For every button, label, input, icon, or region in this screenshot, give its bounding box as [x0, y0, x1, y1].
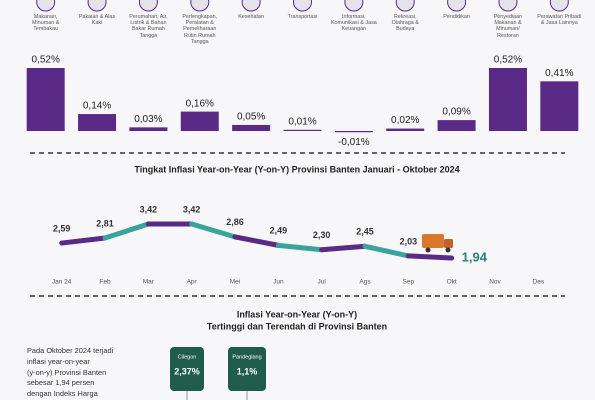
- x-tick-label: Ags: [359, 279, 371, 286]
- category-icon: [447, 0, 467, 12]
- category-label: Kesehatan: [238, 14, 265, 20]
- category-label: Informasi, Komunikasi & Jasa Keuangan: [330, 14, 377, 33]
- category-label: Perumahan, Air, Listrik & Bahan Bakar Ru…: [129, 14, 168, 39]
- bar: [129, 127, 168, 131]
- value-label: 2,59: [53, 223, 71, 233]
- value-label: 0,16%: [186, 98, 214, 109]
- line-segment: [275, 242, 325, 253]
- bar: [26, 68, 65, 131]
- x-tick-label: Mar: [143, 279, 155, 286]
- category-icon: [241, 0, 261, 12]
- category-label: Perawatan Pribadi & Jasa Lainnya: [537, 14, 582, 27]
- paragraph: Pada Oktober 2024 terjadi inflasi year-on…: [27, 346, 147, 400]
- x-tick-label: Okt: [447, 279, 457, 286]
- region-badge: [170, 347, 204, 391]
- category-label: Pakaian & Alas Kaki: [78, 14, 116, 27]
- value-label: 3,42: [183, 204, 201, 214]
- category-icon: [138, 0, 158, 12]
- value-label: 3,42: [140, 204, 158, 214]
- category-icon: [190, 0, 210, 12]
- category-icon: [87, 0, 107, 12]
- line-segment: [102, 221, 151, 241]
- paragraph-line: dengan Indeks Harga: [27, 389, 98, 399]
- bar: [437, 120, 476, 131]
- value-label: 2,03: [400, 236, 418, 246]
- category-label: Makanan, Minuman & Tembakau: [32, 14, 60, 33]
- bar: [232, 124, 271, 131]
- region-value: 1,1%: [237, 366, 258, 376]
- region-name: Cilegon: [178, 354, 197, 360]
- value-label: 0,03%: [134, 114, 162, 125]
- line-segment: [319, 243, 368, 253]
- chart-title: Tingkat Inflasi Year-on-Year (Y-on-Y) Pr…: [134, 164, 459, 174]
- bar: [488, 68, 527, 131]
- category-icon: [395, 0, 415, 12]
- category-label: Perlengkapan, Peralatan & Pemeliharaan R…: [182, 14, 218, 45]
- x-tick-label: Des: [533, 279, 545, 286]
- paragraph-line: inflasi year-on-year: [27, 356, 90, 366]
- category-label: Transportasi: [287, 14, 318, 20]
- value-label: 2,86: [226, 217, 244, 227]
- x-tick-label: Nov: [489, 279, 501, 286]
- paragraph-line: Pada Oktober 2024 terjadi: [27, 346, 114, 355]
- category-label: Rekreasi, Olahraga & Budaya: [391, 14, 419, 33]
- value-label: 0,05%: [237, 112, 265, 123]
- value-label: 0,52%: [494, 55, 522, 66]
- category-icon: [344, 0, 364, 12]
- x-tick-label: Apr: [187, 279, 198, 286]
- x-tick-label: Feb: [99, 279, 111, 286]
- bar: [334, 131, 373, 133]
- value-label: 0,14%: [83, 101, 111, 112]
- line-segment: [59, 235, 108, 246]
- region-name: Pandeglang: [232, 354, 261, 360]
- bar: [283, 129, 322, 131]
- value-label: 0,52%: [32, 55, 60, 66]
- value-label: 2,81: [96, 218, 114, 228]
- line-segment: [405, 253, 455, 261]
- category-label: Pendidikan: [443, 14, 470, 20]
- paragraph-line: sebesar 1,94 persen: [27, 378, 95, 388]
- category-icon: [36, 0, 56, 12]
- paragraph-line: (y-on-y) Provinsi Banten: [27, 367, 107, 377]
- x-tick-label: Jan 24: [52, 279, 72, 286]
- section-title: Tertinggi dan Terendah di Provinsi Bante…: [207, 321, 387, 331]
- region-value: 2,37%: [174, 366, 200, 376]
- value-label: 2,45: [356, 227, 374, 237]
- category-icon: [293, 0, 312, 12]
- value-label: 0,09%: [442, 107, 470, 118]
- bar: [386, 128, 425, 131]
- bar: [78, 114, 117, 131]
- value-label: 1,94: [462, 249, 488, 264]
- line-segment: [232, 234, 281, 248]
- bar: [180, 111, 219, 131]
- x-tick-label: Jun: [273, 279, 284, 286]
- truck-icon: [422, 234, 453, 253]
- value-label: 0,02%: [391, 115, 419, 126]
- bar: [540, 81, 579, 131]
- value-label: 0,41%: [545, 68, 573, 79]
- category-label: Penyediaan Makanan & Minuman/ Restoran: [493, 14, 523, 39]
- line-segment: [189, 221, 238, 240]
- category-icon: [549, 0, 569, 12]
- x-tick-label: Sep: [403, 279, 415, 286]
- value-label: 2,49: [270, 226, 288, 236]
- x-tick-label: Mei: [230, 279, 240, 286]
- category-icon: [498, 0, 518, 12]
- section-title: Inflasi Year-on-Year (Y-on-Y): [237, 309, 357, 319]
- value-label: 0,01%: [288, 116, 316, 127]
- value-label: 2,30: [313, 230, 331, 240]
- region-badge: [228, 347, 266, 391]
- value-label: -0,01%: [338, 137, 370, 148]
- x-tick-label: Jul: [318, 279, 327, 286]
- line-segment: [362, 243, 411, 259]
